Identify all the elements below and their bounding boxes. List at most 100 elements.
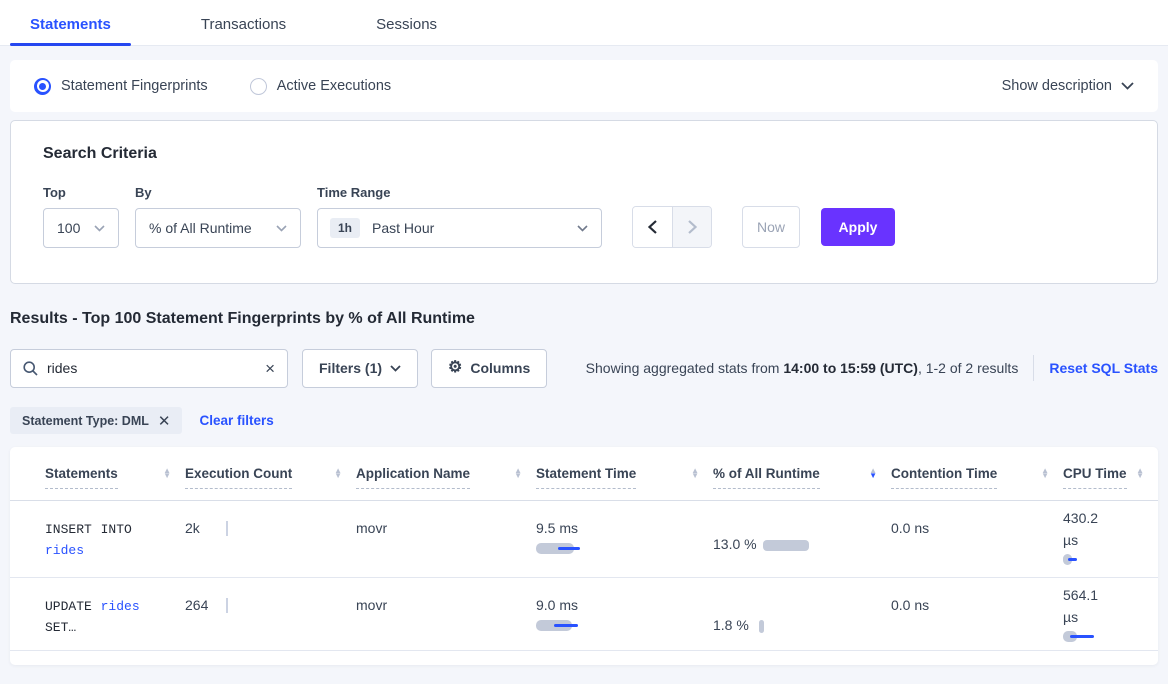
table-header-row: Statements ▲ ▼ Execution Count ▲ ▼ Applica… (10, 447, 1158, 501)
top-select-value: 100 (57, 220, 81, 236)
by-select-value: % of All Runtime (149, 220, 252, 236)
column-label: Contention Time (891, 466, 998, 489)
column-label: % of All Runtime (713, 466, 820, 489)
filter-tag-statement-type[interactable]: Statement Type: DML ✕ (10, 407, 183, 434)
by-select[interactable]: % of All Runtime (135, 208, 301, 248)
tab-sessions[interactable]: Sessions (376, 16, 438, 33)
reset-sql-stats-link[interactable]: Reset SQL Stats (1049, 360, 1158, 376)
column-label: Statement Time (536, 466, 637, 489)
execution-count-value: 2k (185, 520, 200, 536)
chevron-left-icon (648, 220, 657, 234)
statement-time-cell: 9.5 ms (536, 501, 713, 577)
chevron-down-icon (94, 224, 105, 232)
statement-time-value: 9.0 ms (536, 597, 579, 613)
time-range-value: Past Hour (372, 220, 435, 236)
tab-transactions[interactable]: Transactions (200, 16, 287, 33)
column-label: Execution Count (185, 466, 293, 489)
column-label: Application Name (356, 466, 471, 489)
by-label: By (135, 185, 152, 200)
statement-time-cell: 9.0 ms (536, 578, 713, 650)
column-header-execution-count[interactable]: Execution Count ▲ ▼ (185, 465, 356, 489)
radio-unselected-icon (249, 77, 267, 95)
sort-icon: ▲ ▼ (691, 465, 699, 480)
search-criteria-panel: Search Criteria Top 100 By % of All Runt… (10, 120, 1158, 284)
pct-runtime-cell: 13.0 % (713, 501, 891, 577)
sort-icon: ▲ ▼ (1136, 465, 1144, 480)
contention-time-cell: 0.0 ns (891, 597, 930, 613)
columns-button[interactable]: ⚙ Columns (431, 348, 548, 388)
statements-table: Statements ▲ ▼ Execution Count ▲ ▼ Applica… (10, 447, 1158, 665)
top-label: Top (43, 185, 66, 200)
application-name-cell: movr (356, 597, 388, 613)
time-range-field: Time Range 1h Past Hour (317, 185, 602, 248)
execution-count-cell: 264 (185, 578, 356, 650)
top-tab-bar: Statements Transactions Sessions (0, 0, 1168, 46)
pct-runtime-value: 13.0 % (713, 536, 757, 553)
statement-text: UPDATE (45, 599, 101, 614)
cpu-time-bar (1063, 554, 1103, 566)
statement-cell: UPDATE rides SET… (45, 578, 167, 650)
clear-filters-link[interactable]: Clear filters (199, 413, 274, 428)
results-controls-row: × Filters (1) ⚙ Columns Showing aggregat… (10, 348, 1158, 388)
now-button[interactable]: Now (742, 206, 800, 248)
table-row: UPDATE rides SET… 264 movr 9.0 ms 1.8 % … (10, 578, 1158, 651)
remove-filter-icon[interactable]: ✕ (157, 412, 171, 430)
tab-statements[interactable]: Statements (10, 3, 131, 46)
showing-stats-text: Showing aggregated stats from 14:00 to 1… (586, 360, 1019, 376)
chevron-down-icon (390, 364, 401, 372)
column-header-contention-time[interactable]: Contention Time ▲ ▼ (891, 466, 1063, 489)
cpu-time-cell: 430.2 µs (1063, 501, 1158, 577)
top-field: Top 100 (43, 185, 119, 248)
cpu-time-value: 564.1 µs (1063, 587, 1099, 625)
filters-button[interactable]: Filters (1) (302, 348, 419, 388)
next-time-window-button[interactable] (672, 207, 711, 247)
column-label: CPU Time (1063, 466, 1127, 489)
time-window-nav (632, 206, 712, 248)
radio-label: Active Executions (276, 78, 392, 94)
statement-time-bar (536, 543, 586, 554)
active-filters-row: Statement Type: DML ✕ Clear filters (10, 407, 1158, 434)
table-row: INSERT INTO rides 2k movr 9.5 ms 13.0 % … (10, 501, 1158, 578)
sort-icon: ▲ ▼ (334, 465, 342, 480)
column-header-application-name[interactable]: Application Name ▲ ▼ (356, 465, 536, 489)
sort-icon: ▲ ▼ (514, 465, 522, 480)
search-criteria-title: Search Criteria (43, 145, 157, 162)
chevron-down-icon (577, 224, 588, 232)
bar-marker (1068, 558, 1077, 562)
show-description-toggle[interactable]: Show description (1002, 78, 1134, 94)
clear-search-icon[interactable]: × (265, 358, 275, 378)
column-label: Statements (45, 466, 118, 489)
radio-statement-fingerprints[interactable]: Statement Fingerprints (34, 77, 208, 95)
time-range-select[interactable]: 1h Past Hour (317, 208, 602, 248)
vertical-divider (1033, 355, 1035, 381)
chevron-down-icon (276, 224, 287, 232)
execution-count-cell: 2k (185, 501, 356, 577)
statement-text: INSERT INTO (45, 522, 132, 537)
showing-suffix: , 1-2 of 2 results (917, 360, 1019, 376)
bar-marker (554, 624, 578, 627)
top-select[interactable]: 100 (43, 208, 119, 248)
radio-active-executions[interactable]: Active Executions (249, 77, 392, 95)
time-range-label: Time Range (317, 185, 391, 200)
bar-marker (1070, 635, 1094, 639)
search-icon (23, 360, 38, 376)
search-box: × (10, 348, 288, 388)
column-header-statement-time[interactable]: Statement Time ▲ ▼ (536, 465, 713, 489)
bar-marker (558, 547, 580, 550)
columns-label: Columns (470, 360, 531, 376)
contention-time-cell: 0.0 ns (891, 520, 930, 536)
cpu-time-value: 430.2 µs (1063, 510, 1099, 548)
column-header-pct-all-runtime[interactable]: % of All Runtime ▲ ▼ (713, 466, 891, 489)
column-header-statements[interactable]: Statements ▲ ▼ (45, 466, 185, 489)
by-field: By % of All Runtime (135, 185, 301, 248)
previous-time-window-button[interactable] (633, 207, 672, 247)
statement-fingerprint-link[interactable]: rides (100, 599, 140, 614)
column-header-cpu-time[interactable]: CPU Time ▲ ▼ (1063, 465, 1158, 489)
apply-button[interactable]: Apply (821, 208, 895, 246)
search-input[interactable] (47, 360, 266, 376)
chevron-down-icon (1121, 82, 1134, 90)
statement-fingerprint-link[interactable]: rides (45, 542, 85, 558)
bar-track (1063, 554, 1072, 566)
time-range-badge: 1h (330, 218, 361, 238)
